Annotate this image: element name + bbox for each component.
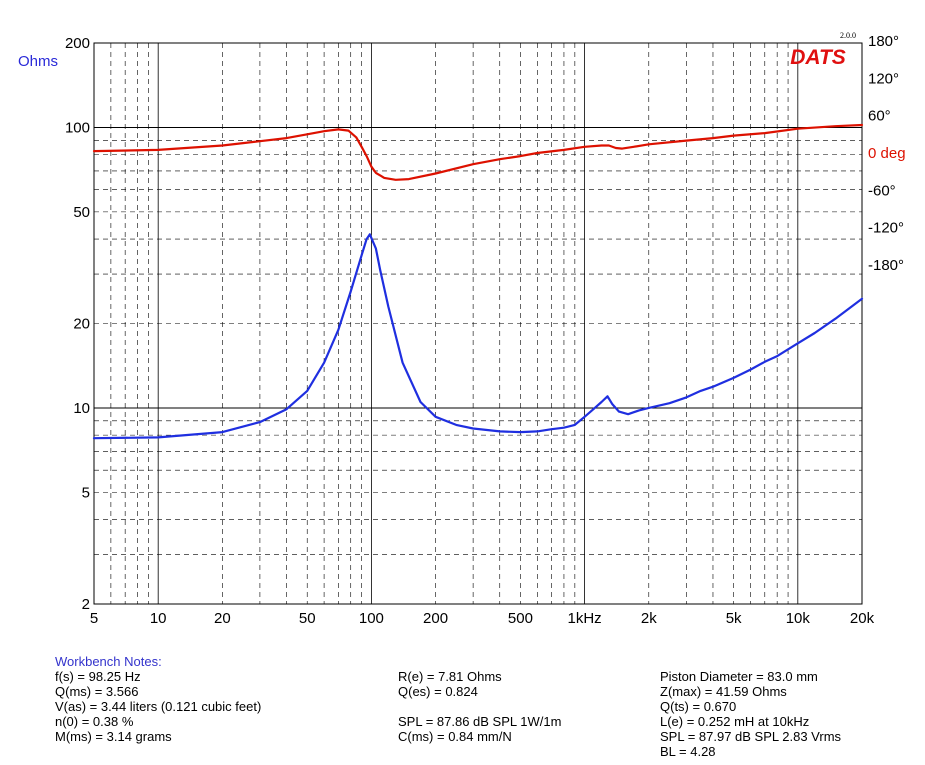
workbench-notes-col1: Workbench Notes: f(s) = 98.25 Hz Q(ms) =… [55, 654, 261, 744]
x-tick-label: 10k [786, 610, 811, 627]
note-fs: f(s) = 98.25 Hz [55, 669, 141, 684]
note-piston: Piston Diameter = 83.0 mm [660, 669, 818, 684]
note-spl-283: SPL = 87.97 dB SPL 2.83 Vrms [660, 729, 842, 744]
note-le: L(e) = 0.252 mH at 10kHz [660, 714, 810, 729]
axis-labels: 5 10 20 50 100 200 500 1kHz 2k 5k 10k 20k2001005020… [65, 33, 906, 627]
note-zmax: Z(max) = 41.59 Ohms [660, 684, 787, 699]
y-left-axis-label: Ohms [18, 53, 58, 70]
phase-curve [92, 123, 864, 181]
x-tick-label: 500 [508, 610, 533, 627]
workbench-notes-col3: Piston Diameter = 83.0 mm Z(max) = 41.59… [660, 669, 841, 759]
y-left-tick-label: 5 [82, 484, 90, 501]
x-tick-label: 200 [423, 610, 448, 627]
impedance-phase-chart: 5 10 20 50 100 200 500 1kHz 2k 5k 10k 20k2001005020… [18, 31, 906, 627]
x-tick-label: 5 [90, 610, 98, 627]
logo-version: 2.0.0 [840, 31, 856, 40]
x-tick-label: 1kHz [568, 610, 602, 627]
y-right-tick-label: 60° [868, 108, 891, 125]
note-qms: Q(ms) = 3.566 [55, 684, 139, 699]
impedance-curve [92, 233, 864, 440]
x-tick-label: 5k [726, 610, 742, 627]
note-re: R(e) = 7.81 Ohms [398, 669, 502, 684]
note-n0: n(0) = 0.38 % [55, 714, 134, 729]
y-right-tick-label: 0 deg [868, 145, 906, 162]
note-qes: Q(es) = 0.824 [398, 684, 478, 699]
x-tick-label: 50 [299, 610, 316, 627]
data-series [92, 123, 864, 440]
y-left-tick-label: 20 [73, 316, 90, 333]
y-left-tick-label: 200 [65, 35, 90, 52]
note-vas: V(as) = 3.44 liters (0.121 cubic feet) [55, 699, 262, 714]
plot-frame [93, 42, 863, 605]
notes-title: Workbench Notes: [55, 654, 162, 669]
y-right-tick-label: -60° [868, 182, 896, 199]
note-bl: BL = 4.28 [660, 744, 716, 759]
y-left-tick-label: 2 [82, 596, 90, 613]
y-right-tick-label: 120° [868, 70, 899, 87]
note-mms: M(ms) = 3.14 grams [55, 729, 172, 744]
dats-logo: DATS 2.0.0 [790, 31, 856, 69]
x-tick-label: 10 [150, 610, 167, 627]
x-tick-label: 2k [641, 610, 657, 627]
note-qts: Q(ts) = 0.670 [660, 699, 737, 714]
y-right-tick-label: -180° [868, 257, 904, 274]
y-right-tick-label: 180° [868, 33, 899, 50]
workbench-notes-col2: R(e) = 7.81 Ohms Q(es) = 0.824 SPL = 87.… [398, 669, 561, 744]
logo-text: DATS [790, 46, 846, 69]
note-spacer [398, 699, 561, 714]
note-cms: C(ms) = 0.84 mm/N [398, 729, 512, 744]
x-tick-label: 20k [850, 610, 875, 627]
grid [93, 42, 863, 605]
x-tick-label: 100 [359, 610, 384, 627]
y-left-tick-label: 50 [73, 204, 90, 221]
note-spl-1w: SPL = 87.86 dB SPL 1W/1m [398, 714, 562, 729]
y-right-tick-label: -120° [868, 220, 904, 237]
y-left-tick-label: 100 [65, 119, 90, 136]
x-tick-label: 20 [214, 610, 231, 627]
y-left-tick-label: 10 [73, 400, 90, 417]
